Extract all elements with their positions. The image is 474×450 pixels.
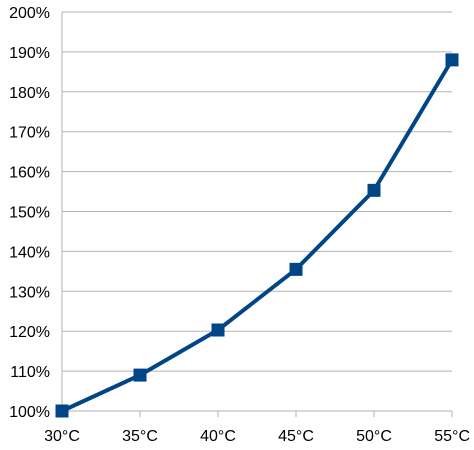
y-tick-label: 180% [9,85,50,102]
y-tick-label: 190% [9,45,50,62]
x-tick-label: 45°C [278,428,314,445]
data-point-marker [55,404,69,418]
data-point-marker [133,368,147,382]
data-markers [55,53,459,418]
x-tick-label: 50°C [356,428,392,445]
y-tick-label: 110% [10,364,50,381]
y-tick-labels: 100% 110% 120% 130% 140% 150% 160% 170% 180% 190%… [9,5,50,421]
data-point-marker [211,323,225,337]
x-tick-label: 40°C [200,428,236,445]
data-point-marker [367,183,381,197]
y-tick-label: 140% [9,244,50,261]
y-tick-label: 170% [9,125,50,142]
y-tick-label: 150% [9,205,50,222]
gridlines [62,11,452,412]
y-tick-label: 100% [9,404,50,421]
data-point-marker [289,262,303,276]
x-tick-label: 35°C [122,428,158,445]
x-tick-label: 55°C [434,428,470,445]
x-tick-label: 30°C [44,428,80,445]
series-line [60,57,454,413]
axes [61,12,453,417]
y-tick-label: 200% [9,5,50,22]
y-tick-label: 120% [9,324,50,341]
y-tick-label: 160% [9,165,50,182]
data-point-marker [445,53,459,67]
y-tick-label: 130% [9,284,50,301]
x-tick-labels: 30°C 35°C 40°C 45°C 50°C 55°C [44,428,470,445]
series-lines [60,57,454,413]
